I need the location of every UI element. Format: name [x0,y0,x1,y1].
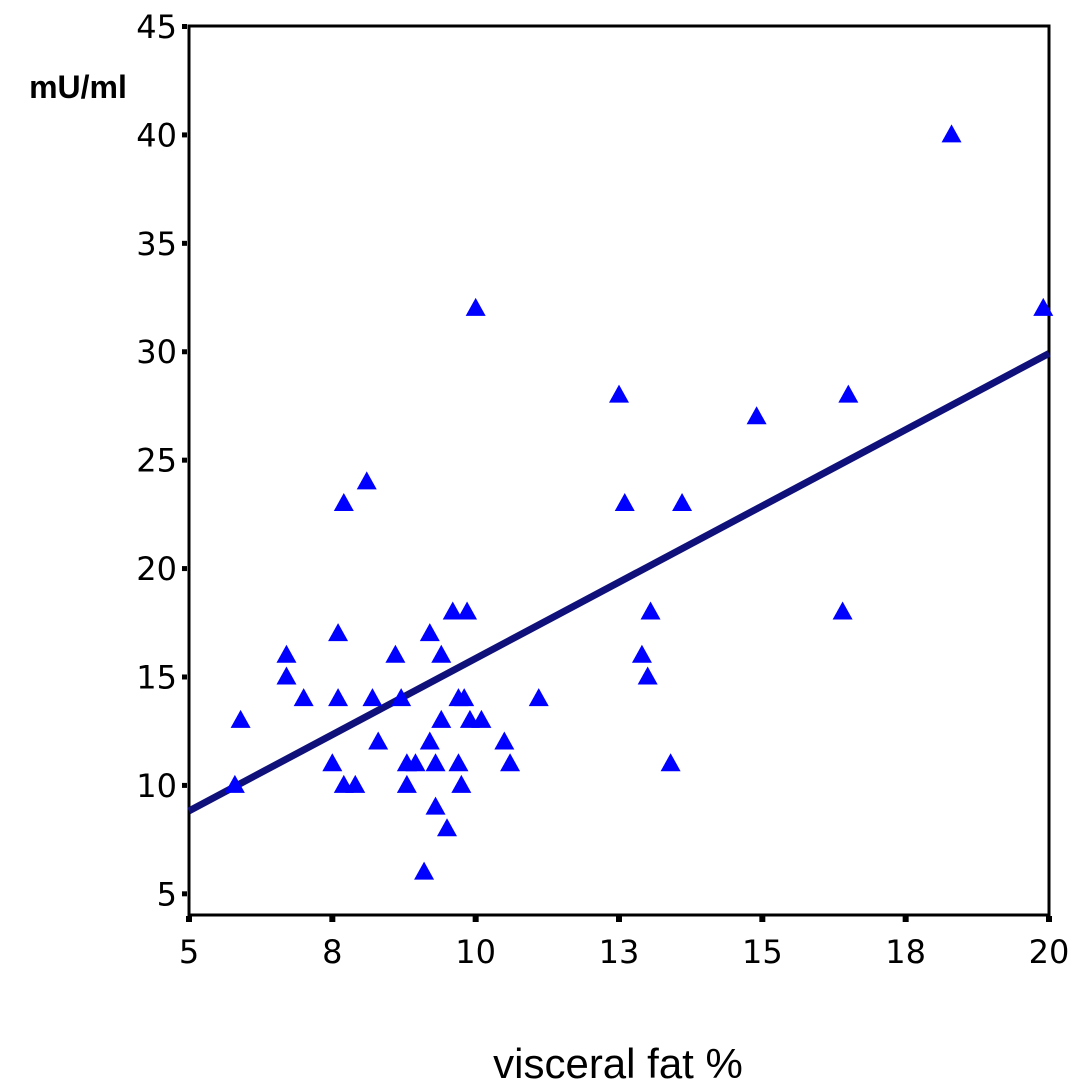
data-point [832,601,853,620]
data-point [293,688,314,707]
data-point [328,623,349,642]
y-tick-label: 5 [157,875,177,913]
data-point [362,688,383,707]
data-point [500,753,521,772]
y-axis: 5 10 15 20 25 30 35 40 45 [136,8,187,913]
y-tick-mark [182,24,187,29]
y-tick-label: 20 [136,550,177,588]
x-tick-label: 15 [742,933,783,971]
data-point [631,644,652,663]
x-tick-mark [186,916,192,922]
data-point [465,297,486,316]
data-point [425,753,446,772]
data-point [345,774,366,793]
data-point [425,796,446,815]
data-point [640,601,661,620]
data-point [437,818,457,837]
data-point [614,493,635,512]
x-tick-label: 18 [885,933,926,971]
data-point [405,753,426,772]
data-point [328,688,349,707]
regression-line [187,350,1051,815]
data-point [609,384,629,403]
data-point [494,731,515,750]
y-tick-label: 10 [136,767,177,805]
x-tick-label: 8 [322,933,342,971]
data-point [391,688,412,707]
y-tick-mark [182,674,187,680]
x-tick-mark [759,916,766,922]
data-point [333,493,354,512]
data-point [419,623,440,642]
y-tick-label: 30 [136,333,177,371]
trendline-group [187,350,1051,815]
y-tick-mark [182,782,187,788]
y-tick-mark [182,132,187,138]
data-point [419,731,440,750]
x-tick-label: 13 [599,933,640,971]
x-tick-mark [616,916,622,922]
y-tick-label: 45 [136,8,177,46]
x-tick-label: 5 [179,933,199,971]
data-point [637,666,658,685]
data-point [451,774,472,793]
x-axis-label: visceral fat % [493,1040,743,1087]
data-point [454,688,475,707]
y-tick-label: 15 [136,658,177,696]
x-tick-label: 10 [455,933,496,971]
y-axis-label: mU/ml [29,69,127,105]
data-point [431,644,452,663]
x-axis: 5 8 10 13 15 18 20 [179,916,1070,971]
plot-frame [187,24,1051,917]
y-tick-label: 35 [136,225,177,263]
y-tick-mark [182,566,187,572]
data-point [746,406,767,425]
data-point [442,601,463,620]
data-point [230,709,251,728]
data-point [457,601,478,620]
y-tick-label: 40 [136,116,177,154]
y-tick-mark [182,349,187,355]
data-point [322,753,343,772]
data-point [941,124,962,143]
data-point [672,493,693,512]
data-point [368,731,389,750]
data-point [385,644,406,663]
data-points [224,124,1054,880]
data-point [431,709,452,728]
data-point [276,666,297,685]
x-tick-label: 20 [1029,933,1070,971]
data-point [838,384,859,403]
x-tick-mark [1046,916,1052,922]
x-tick-mark [902,916,909,922]
y-tick-mark [182,240,187,246]
data-point [414,861,435,880]
x-tick-mark [329,916,336,922]
data-point [276,644,297,663]
data-point [1033,297,1054,316]
y-tick-mark [182,891,187,897]
y-tick-mark [182,457,187,463]
data-point [224,774,245,793]
data-point [528,688,549,707]
data-point [356,471,377,490]
x-tick-mark [472,916,479,922]
data-point [660,753,681,772]
data-point [396,774,417,793]
data-point [448,753,469,772]
data-point [471,709,492,728]
y-tick-label: 25 [136,442,177,480]
